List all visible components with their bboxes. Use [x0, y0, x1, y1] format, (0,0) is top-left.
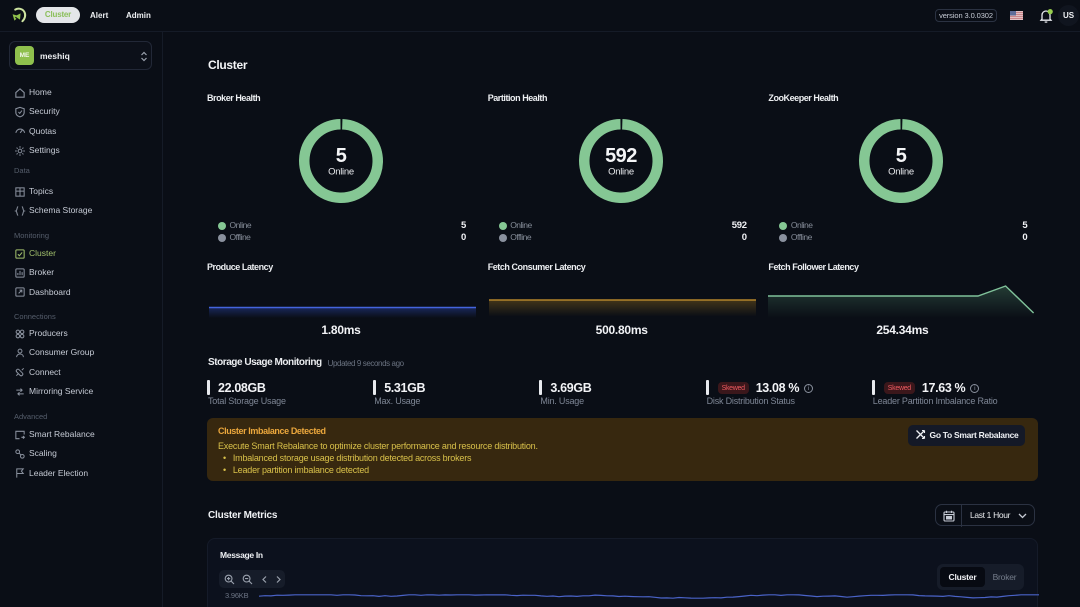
svg-text:Online: Online: [888, 166, 914, 177]
svg-text:Online: Online: [608, 166, 634, 177]
svg-text:5: 5: [336, 145, 347, 167]
svg-text:5: 5: [896, 145, 907, 167]
svg-text:Online: Online: [328, 166, 354, 177]
svg-text:592: 592: [605, 145, 637, 167]
